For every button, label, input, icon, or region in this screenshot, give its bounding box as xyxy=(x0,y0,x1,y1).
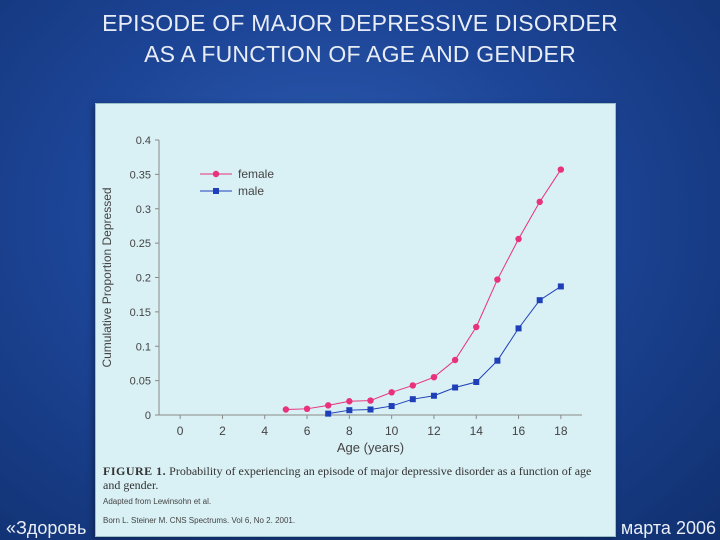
x-tick-label: 14 xyxy=(470,424,484,438)
slide-title-line1: EPISODE OF MAJOR DEPRESSIVE DISORDER xyxy=(102,10,618,36)
footer-right-text: марта 2006 xyxy=(620,518,716,538)
legend-marker-male xyxy=(213,188,219,194)
data-point-female xyxy=(346,398,353,405)
data-point-female xyxy=(409,382,416,389)
figure-panel: 0 0.05 0.1 0.15 0.2 0.25 0.3 0.35 0.4 0 2 4 6 8 10 12 14… xyxy=(95,103,616,537)
data-point-male xyxy=(494,357,501,364)
y-axis-label: Cumulative Proportion Depressed xyxy=(100,187,114,367)
data-point-male xyxy=(452,384,459,391)
legend-marker-female xyxy=(212,170,220,178)
x-tick-label: 16 xyxy=(512,424,526,438)
series-line-female xyxy=(285,169,562,410)
data-point-female xyxy=(515,235,522,243)
y-tick-label: 0.35 xyxy=(130,169,151,181)
data-point-male xyxy=(346,407,353,414)
citation-note: Born L. Steiner M. CNS Spectrums. Vol 6,… xyxy=(103,516,296,525)
x-tick-label: 6 xyxy=(304,424,311,438)
data-point-female xyxy=(536,198,543,206)
legend-label-female: female xyxy=(238,167,274,181)
y-tick-label: 0.3 xyxy=(136,204,151,216)
figure-caption-label: FIGURE 1. xyxy=(103,464,167,478)
data-point-female xyxy=(430,373,438,381)
y-tick-label: 0.1 xyxy=(136,341,151,353)
data-point-female xyxy=(494,276,501,283)
data-point-male xyxy=(367,406,374,413)
line-chart: 0 0.05 0.1 0.15 0.2 0.25 0.3 0.35 0.4 0 2 4 6 8 10 12 14… xyxy=(100,135,582,455)
y-tick-label: 0 xyxy=(145,410,151,422)
data-point-female xyxy=(557,166,565,173)
y-tick-label: 0.05 xyxy=(130,376,151,388)
x-axis-label: Age (years) xyxy=(337,440,404,455)
data-point-female xyxy=(282,406,290,413)
series-line-male xyxy=(328,286,562,415)
y-tick-label: 0.25 xyxy=(130,238,151,250)
data-point-male xyxy=(409,396,416,403)
figure-caption-text: Probability of experiencing an episode o… xyxy=(103,464,592,492)
x-tick-label: 2 xyxy=(219,424,226,438)
y-tick-label: 0.4 xyxy=(136,135,151,147)
x-tick-label: 12 xyxy=(427,424,441,438)
x-tick-label: 4 xyxy=(261,424,268,438)
data-point-male xyxy=(515,325,522,332)
y-tick-label: 0.2 xyxy=(136,273,151,285)
data-point-female xyxy=(303,405,311,413)
x-tick-label: 0 xyxy=(177,424,184,438)
data-point-male xyxy=(388,403,395,410)
data-point-female xyxy=(325,402,332,409)
x-tick-label: 10 xyxy=(385,424,399,438)
x-tick-label: 8 xyxy=(346,424,353,438)
footer-left-text: «Здоровь xyxy=(6,518,87,538)
data-point-male xyxy=(473,379,480,385)
data-point-male xyxy=(557,283,564,290)
data-point-male xyxy=(536,297,543,304)
slide-title-line2: AS A FUNCTION OF AGE AND GENDER xyxy=(144,41,576,67)
data-point-female xyxy=(451,356,459,364)
x-tick-label: 18 xyxy=(554,424,568,438)
data-point-female xyxy=(367,397,374,404)
legend-label-male: male xyxy=(238,184,264,198)
data-point-female xyxy=(388,389,395,396)
figure-caption: FIGURE 1. Probability of experiencing an… xyxy=(103,464,608,492)
y-tick-label: 0.15 xyxy=(130,307,151,319)
data-point-male xyxy=(325,410,332,417)
adapted-from-note: Adapted from Lewinsohn et al. xyxy=(103,497,212,506)
slide-title: EPISODE OF MAJOR DEPRESSIVE DISORDER AS … xyxy=(0,8,720,70)
data-point-female xyxy=(473,323,480,331)
slide-footer: «Здоровь марта 2006 xyxy=(0,512,720,540)
data-point-male xyxy=(430,392,437,399)
